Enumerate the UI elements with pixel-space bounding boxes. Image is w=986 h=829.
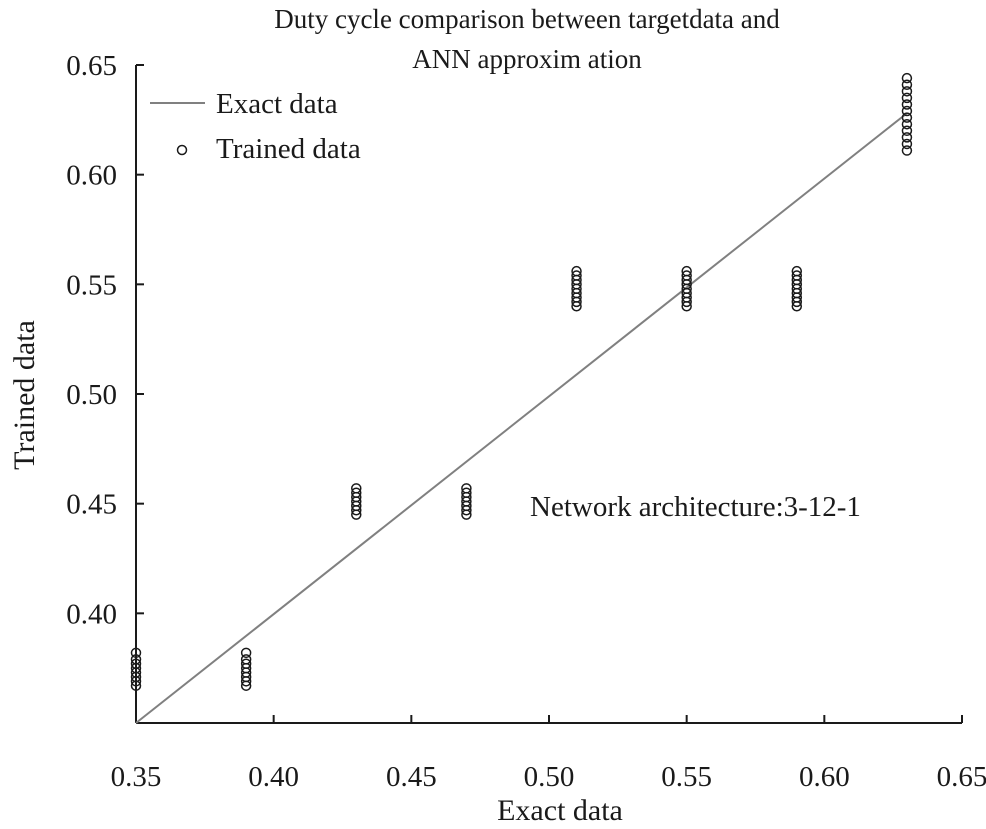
trained-data-point <box>240 658 252 670</box>
trained-data-point <box>901 105 913 117</box>
trained-data-point <box>791 270 803 281</box>
trained-data-point <box>461 487 472 498</box>
y-tick-label: 0.45 <box>66 489 117 521</box>
network-architecture-annotation: Network architecture:3-12-1 <box>530 491 861 523</box>
trained-data-series <box>130 72 913 691</box>
trained-data-point <box>901 72 913 84</box>
trained-data-point <box>901 145 913 156</box>
trained-data-point <box>901 79 913 90</box>
exact-data-series <box>135 112 908 724</box>
trained-data-point <box>901 86 913 97</box>
trained-data-point <box>901 138 913 150</box>
trained-data-point <box>901 125 913 137</box>
trained-data-point <box>901 92 913 104</box>
x-tick-label: 0.35 <box>111 761 162 793</box>
legend-label-exact: Exact data <box>216 88 338 120</box>
y-tick-label: 0.40 <box>66 598 117 630</box>
trained-data-point <box>681 270 692 281</box>
y-tick-label: 0.50 <box>66 379 117 411</box>
x-tick-label: 0.65 <box>937 761 986 793</box>
y-tick-label: 0.60 <box>66 160 117 192</box>
trained-data-point <box>461 483 472 494</box>
x-tick-label: 0.40 <box>248 761 299 793</box>
trained-data-point <box>901 132 913 143</box>
y-tick-label: 0.65 <box>66 50 117 82</box>
legend-label-trained: Trained data <box>216 133 361 165</box>
chart-title: Duty cycle comparison between targetdata… <box>274 4 780 74</box>
trained-data-point <box>791 265 803 277</box>
y-axis-ticks: 0.40 0.45 0.50 0.55 0.60 0.65 <box>66 50 144 630</box>
legend-marker-swatch <box>176 144 188 156</box>
trained-data-point <box>681 265 692 277</box>
legend: Exact data Trained data <box>150 88 361 165</box>
x-tick-label: 0.50 <box>524 761 575 793</box>
trained-data-point <box>571 270 582 281</box>
trained-data-point <box>130 658 142 670</box>
chart-title-line-2: ANN approxim ation <box>412 44 642 74</box>
trained-data-point <box>571 265 582 277</box>
x-tick-label: 0.45 <box>386 761 437 793</box>
trained-data-point <box>901 112 913 123</box>
trained-data-point <box>130 654 142 665</box>
trained-data-point <box>240 654 252 665</box>
x-axis-label: Exact data <box>497 794 623 827</box>
trained-data-point <box>240 647 252 659</box>
x-tick-label: 0.55 <box>661 761 712 793</box>
y-axis-label: Trained data <box>8 320 41 470</box>
exact-data-line <box>135 112 908 724</box>
trained-data-point <box>351 483 362 494</box>
trained-data-point <box>901 118 913 130</box>
y-tick-label: 0.55 <box>66 269 117 301</box>
chart-title-line-1: Duty cycle comparison between targetdata… <box>274 4 780 34</box>
x-tick-label: 0.60 <box>799 761 850 793</box>
trained-data-point <box>351 487 362 498</box>
x-axis-ticks: 0.35 0.40 0.45 0.50 0.55 0.60 0.65 <box>111 715 986 793</box>
trained-data-point <box>130 647 142 659</box>
trained-data-point <box>901 99 913 110</box>
